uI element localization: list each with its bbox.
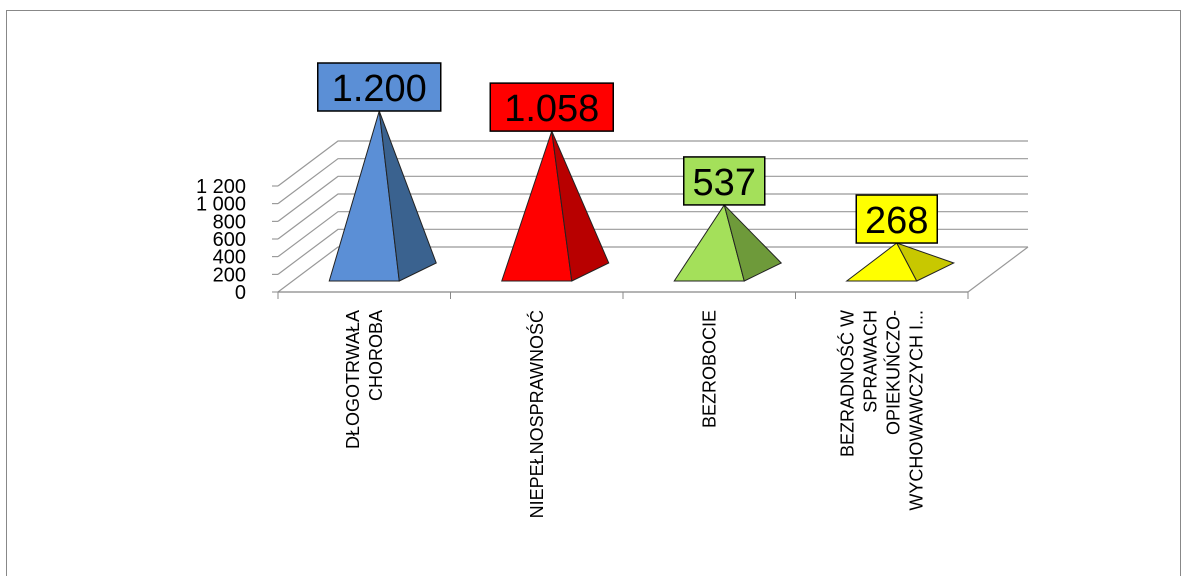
gridline xyxy=(277,158,1028,205)
data-label-box xyxy=(489,82,614,132)
pyramid-side-face xyxy=(895,242,956,282)
gridline xyxy=(277,211,1028,258)
data-label-box xyxy=(317,62,442,112)
y-tick-label: 800 xyxy=(213,211,246,233)
data-label: 268 xyxy=(865,200,928,242)
y-tick-label: 600 xyxy=(213,229,246,251)
category-label: DŁOGOTRWAŁA xyxy=(343,310,363,449)
category-label: WYCHOWAWCZYCH I... xyxy=(906,310,926,511)
gridline xyxy=(277,246,1028,293)
category-label: OPIEKUŃCZO- xyxy=(883,310,903,435)
category-label: BEZROBOCIE xyxy=(699,310,719,428)
pyramid-side-face xyxy=(723,203,783,282)
data-label-box xyxy=(855,194,938,244)
category-label: NIEPEŁNOSPRAWNOŚĆ xyxy=(526,310,547,518)
gridline xyxy=(277,193,1028,240)
data-label: 1.200 xyxy=(332,68,427,110)
y-tick-label: 0 xyxy=(235,282,246,304)
data-label: 537 xyxy=(693,162,756,204)
gridline xyxy=(277,228,1028,275)
category-label: BEZRADNOŚĆ W xyxy=(836,310,857,457)
y-tick-label: 200 xyxy=(213,264,246,286)
y-tick-label: 1 200 xyxy=(196,176,246,198)
data-label-box xyxy=(683,156,766,206)
y-tick-label: 400 xyxy=(213,247,246,269)
gridline xyxy=(277,140,1028,187)
floor-edge xyxy=(967,246,1029,293)
category-label: CHOROBA xyxy=(366,310,386,401)
data-label: 1.058 xyxy=(504,88,599,130)
category-label: SPRAWACH xyxy=(860,310,880,413)
pyramid-side-face xyxy=(378,110,437,282)
pyramid-side-face xyxy=(551,130,610,282)
gridline xyxy=(277,175,1028,222)
y-tick-label: 1 000 xyxy=(196,194,246,216)
